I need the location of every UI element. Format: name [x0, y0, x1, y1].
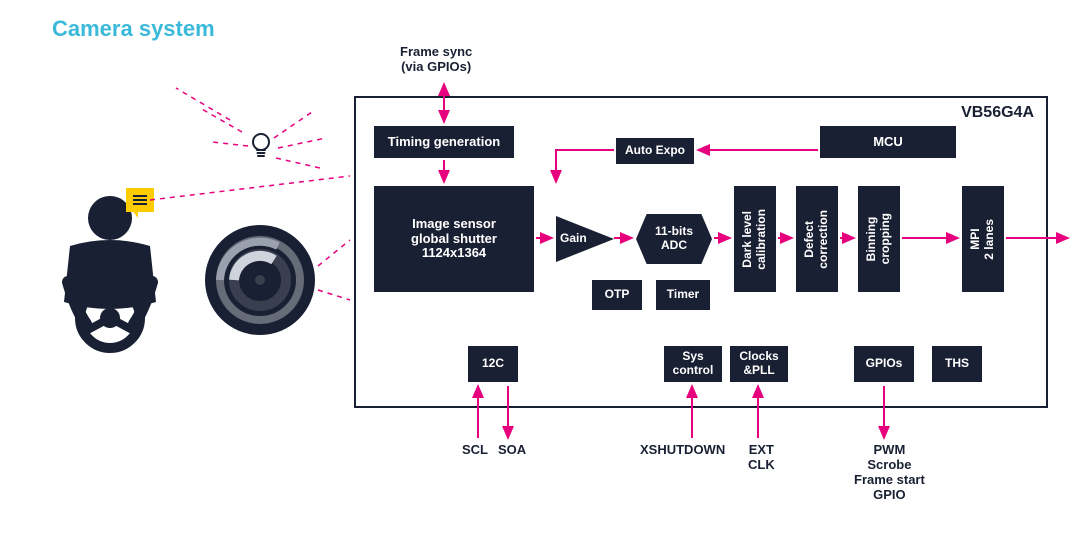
block-mcu: MCU	[820, 126, 956, 158]
block-i2c: 12C	[468, 346, 518, 382]
block-binning: Binning cropping	[858, 186, 900, 292]
chat-bubble-icon	[126, 188, 154, 212]
block-ths: THS	[932, 346, 982, 382]
block-mpi: MPI 2 lanes	[962, 186, 1004, 292]
dark-level-label: Dark level calibration	[741, 209, 769, 270]
gain-label: Gain	[560, 232, 587, 246]
block-defect: Defect correction	[796, 186, 838, 292]
label-extclk: EXT CLK	[748, 442, 775, 472]
block-adc: 11-bits ADC	[636, 214, 712, 264]
adc-label: 11-bits ADC	[655, 225, 693, 253]
label-soa: SOA	[498, 442, 526, 457]
label-xshutdown: XSHUTDOWN	[640, 442, 725, 457]
block-dark-level: Dark level calibration	[734, 186, 776, 292]
chip-label: VB56G4A	[961, 104, 1034, 122]
block-timer: Timer	[656, 280, 710, 310]
frame-sync-label: Frame sync (via GPIOs)	[400, 44, 472, 74]
label-pwm: PWM Scrobe Frame start GPIO	[854, 442, 925, 502]
lens-icon	[200, 220, 320, 340]
defect-label: Defect correction	[803, 210, 831, 269]
block-gpios: GPIOs	[854, 346, 914, 382]
driver-icon	[40, 190, 180, 360]
page-title: Camera system	[52, 16, 215, 42]
mpi-label: MPI 2 lanes	[969, 219, 997, 260]
label-scl: SCL	[462, 442, 488, 457]
block-clocks: Clocks &PLL	[730, 346, 788, 382]
lightbulb-icon	[250, 132, 272, 160]
block-otp: OTP	[592, 280, 642, 310]
block-image-sensor: Image sensor global shutter 1124x1364	[374, 186, 534, 292]
block-timing: Timing generation	[374, 126, 514, 158]
binning-label: Binning cropping	[865, 213, 893, 264]
block-auto-expo: Auto Expo	[616, 138, 694, 164]
block-sys: Sys control	[664, 346, 722, 382]
